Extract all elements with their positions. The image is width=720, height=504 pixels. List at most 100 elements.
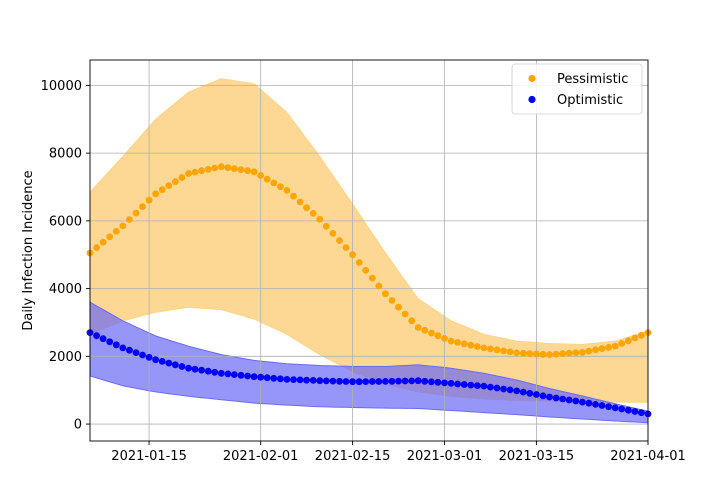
y-tick-label: 8000: [49, 147, 82, 162]
point-optimistic: [204, 367, 212, 375]
point-optimistic: [178, 363, 186, 370]
point-optimistic: [408, 377, 416, 385]
y-tick-label: 10000: [41, 79, 82, 94]
point-optimistic: [336, 377, 343, 385]
point-pessimistic: [638, 331, 645, 339]
x-tick-label: 2021-04-01: [610, 449, 686, 464]
point-optimistic: [401, 377, 409, 385]
point-pessimistic: [500, 347, 507, 355]
point-optimistic: [487, 383, 494, 391]
point-optimistic: [342, 378, 350, 385]
point-optimistic: [605, 403, 612, 411]
point-pessimistic: [125, 216, 133, 223]
point-pessimistic: [447, 337, 455, 345]
point-pessimistic: [467, 341, 475, 349]
point-pessimistic: [493, 346, 501, 354]
point-pessimistic: [441, 335, 448, 342]
y-axis-ticks: 0 2000 4000 6000 8000 10000: [41, 79, 90, 433]
point-optimistic: [506, 386, 514, 394]
point-pessimistic: [605, 344, 612, 351]
point-optimistic: [447, 380, 455, 387]
point-optimistic: [611, 404, 619, 412]
point-pessimistic: [237, 166, 245, 174]
point-optimistic: [270, 374, 278, 382]
point-pessimistic: [362, 266, 370, 274]
point-optimistic: [533, 391, 540, 398]
point-optimistic: [382, 378, 389, 385]
x-tick-label: 2021-03-01: [407, 449, 483, 464]
point-optimistic: [349, 378, 356, 386]
point-optimistic: [624, 406, 632, 414]
point-optimistic: [513, 387, 521, 395]
point-optimistic: [552, 394, 560, 402]
point-optimistic: [99, 335, 107, 343]
point-optimistic: [132, 349, 140, 356]
point-optimistic: [539, 392, 547, 400]
point-pessimistic: [204, 166, 212, 173]
data-points: [86, 163, 652, 418]
point-optimistic: [125, 346, 133, 354]
point-pessimistic: [322, 222, 330, 230]
point-optimistic: [165, 359, 173, 367]
point-pessimistic: [631, 334, 639, 342]
point-optimistic: [185, 364, 192, 372]
point-pessimistic: [395, 303, 402, 311]
point-pessimistic: [316, 215, 324, 223]
point-pessimistic: [106, 233, 114, 241]
point-optimistic: [526, 389, 534, 397]
point-optimistic: [638, 409, 645, 417]
point-pessimistic: [414, 324, 422, 331]
x-tick-label: 2021-03-15: [499, 449, 575, 464]
point-pessimistic: [165, 182, 173, 190]
point-optimistic: [585, 399, 593, 407]
point-optimistic: [290, 376, 297, 383]
point-optimistic: [119, 344, 127, 352]
point-optimistic: [139, 351, 146, 359]
point-pessimistic: [592, 346, 599, 354]
point-optimistic: [368, 378, 376, 385]
point-pessimistic: [434, 332, 442, 340]
point-optimistic: [631, 408, 639, 415]
point-pessimistic: [552, 350, 560, 358]
point-pessimistic: [572, 349, 580, 357]
y-tick-label: 4000: [49, 282, 82, 297]
point-optimistic: [428, 378, 435, 386]
point-pessimistic: [185, 170, 192, 177]
legend-marker-pessimistic: [528, 74, 536, 83]
plot-frame: [89, 59, 649, 442]
point-pessimistic: [375, 282, 383, 290]
point-optimistic: [303, 376, 310, 384]
point-pessimistic: [349, 251, 356, 259]
point-optimistic: [618, 405, 626, 413]
legend-marker-optimistic: [528, 95, 536, 104]
point-pessimistic: [624, 337, 632, 345]
point-pessimistic: [355, 259, 363, 266]
point-pessimistic: [244, 167, 252, 175]
point-pessimistic: [342, 244, 350, 252]
y-axis-label: Daily Infection Incidence: [21, 170, 36, 330]
point-optimistic: [263, 374, 271, 382]
point-optimistic: [434, 378, 442, 386]
point-optimistic: [217, 369, 225, 377]
point-optimistic: [579, 398, 586, 406]
point-pessimistic: [526, 350, 534, 357]
point-optimistic: [592, 401, 599, 408]
point-pessimistic: [533, 350, 540, 358]
point-pessimistic: [585, 347, 593, 355]
point-optimistic: [191, 365, 199, 373]
point-optimistic: [224, 370, 232, 378]
confidence-bands: [89, 78, 649, 424]
point-pessimistic: [611, 342, 619, 350]
point-optimistic: [467, 381, 475, 389]
point-optimistic: [250, 373, 258, 381]
point-pessimistic: [224, 164, 232, 172]
point-pessimistic: [579, 348, 586, 356]
point-optimistic: [152, 356, 160, 364]
point-pessimistic: [408, 317, 416, 325]
point-optimistic: [395, 377, 402, 385]
point-pessimistic: [139, 203, 146, 211]
point-optimistic: [441, 379, 448, 387]
point-pessimistic: [388, 297, 396, 304]
point-optimistic: [388, 377, 396, 385]
